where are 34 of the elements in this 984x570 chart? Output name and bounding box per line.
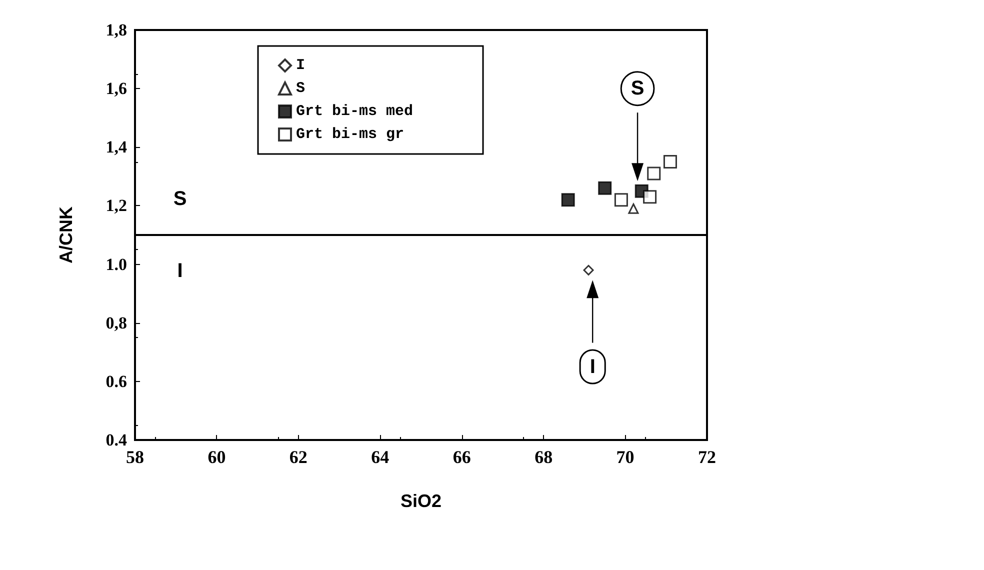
- annotation: I: [177, 260, 183, 282]
- y-axis-title: A/CNK: [56, 206, 76, 264]
- y-tick-label: 0,8: [106, 313, 127, 332]
- x-tick-label: 68: [534, 447, 553, 467]
- point: [663, 155, 677, 169]
- x-tick-label: 66: [452, 447, 471, 467]
- point: [628, 203, 639, 214]
- annotation: S: [173, 188, 187, 210]
- x-tick-label: 64: [371, 447, 390, 467]
- x-tick-label: 62: [289, 447, 308, 467]
- y-tick-label: 1,8: [106, 20, 127, 40]
- x-tick-label: 60: [208, 447, 226, 467]
- x-tick-label: 70: [616, 447, 634, 467]
- legend-label: Grt bi-ms gr: [296, 126, 404, 143]
- point: [643, 190, 657, 204]
- annotation: S: [630, 78, 644, 100]
- y-tick-label: 1.0: [106, 254, 127, 274]
- x-tick-label: 72: [698, 447, 716, 467]
- y-tick-label: 1,2: [106, 196, 127, 216]
- point: [583, 264, 594, 276]
- annotation: I: [590, 356, 596, 378]
- y-tick-label: 0.4: [106, 430, 128, 450]
- legend-label: S: [296, 80, 306, 97]
- y-tick-label: 1,6: [106, 79, 127, 98]
- point: [614, 193, 628, 207]
- x-axis-title: SiO2: [400, 491, 442, 511]
- point: [647, 166, 661, 180]
- legend-label: I: [296, 57, 306, 74]
- point: [561, 193, 575, 207]
- y-tick-label: 1,4: [106, 138, 128, 157]
- legend-label: Grt bi-ms med: [296, 103, 414, 120]
- y-tick-label: 0.6: [106, 372, 127, 391]
- point: [598, 181, 612, 195]
- x-tick-label: 58: [126, 447, 144, 467]
